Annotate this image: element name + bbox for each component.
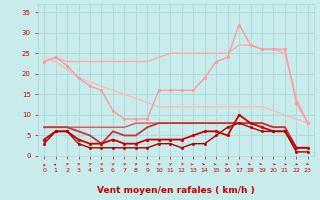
X-axis label: Vent moyen/en rafales ( km/h ): Vent moyen/en rafales ( km/h ) bbox=[97, 186, 255, 195]
